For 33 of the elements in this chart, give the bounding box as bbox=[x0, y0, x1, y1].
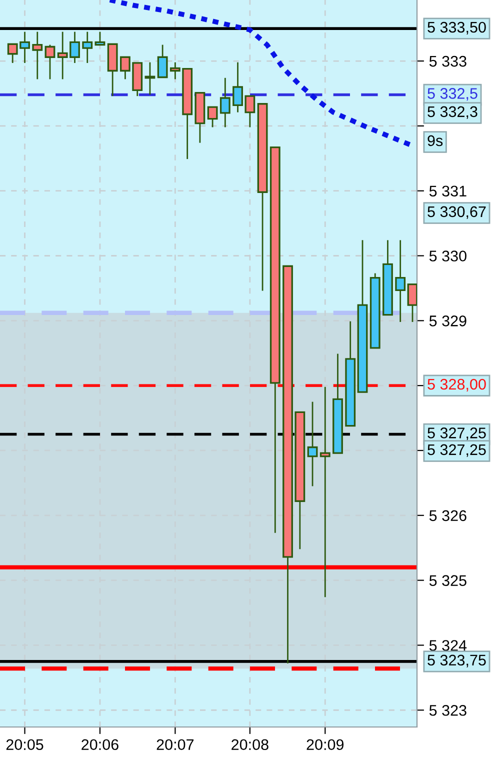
text: 5 332,3 bbox=[428, 106, 478, 119]
candlestick bbox=[395, 239, 406, 323]
ref-line-label: 5 333,50 bbox=[428, 22, 486, 34]
x-tick-label: 20:07 bbox=[156, 739, 194, 750]
y-tick-label: 5 330 bbox=[429, 250, 466, 262]
y-tick-label: 5 323 bbox=[429, 704, 466, 716]
candlestick bbox=[44, 44, 56, 80]
candlestick bbox=[157, 44, 168, 78]
candlestick bbox=[307, 401, 318, 487]
text: 9s bbox=[428, 135, 443, 146]
candlestick bbox=[94, 31, 106, 46]
y-tick-label: 5 325 bbox=[429, 575, 466, 586]
y-tick-label: 5 331 bbox=[429, 186, 466, 197]
text: 5 327,25 bbox=[428, 444, 486, 457]
candlestick bbox=[320, 386, 330, 598]
ref-line-label: 5 332,5 bbox=[428, 88, 478, 101]
candlestick bbox=[82, 31, 93, 64]
y-tick-label: 5 329 bbox=[429, 316, 466, 326]
ref-line-label: 5 328,00 bbox=[428, 378, 486, 392]
x-tick-label: 20:09 bbox=[306, 739, 344, 750]
x-tick-label: 20:08 bbox=[232, 739, 268, 750]
candlestick bbox=[207, 106, 218, 128]
y-tick-label: 5 333 bbox=[429, 56, 466, 67]
candlestick bbox=[32, 31, 43, 80]
y-tick-label: 5 324 bbox=[429, 640, 467, 651]
x-tick-label: 20:06 bbox=[82, 739, 118, 750]
ref-line-label: 5 327,25 bbox=[428, 428, 486, 440]
candlestick bbox=[144, 62, 156, 96]
text: 5 330,67 bbox=[428, 206, 486, 219]
x-tick-label: 20:05 bbox=[6, 739, 44, 750]
y-tick-label: 5 326 bbox=[429, 510, 466, 522]
candlestick bbox=[220, 77, 230, 128]
ref-line-label: 5 323,75 bbox=[428, 654, 486, 668]
